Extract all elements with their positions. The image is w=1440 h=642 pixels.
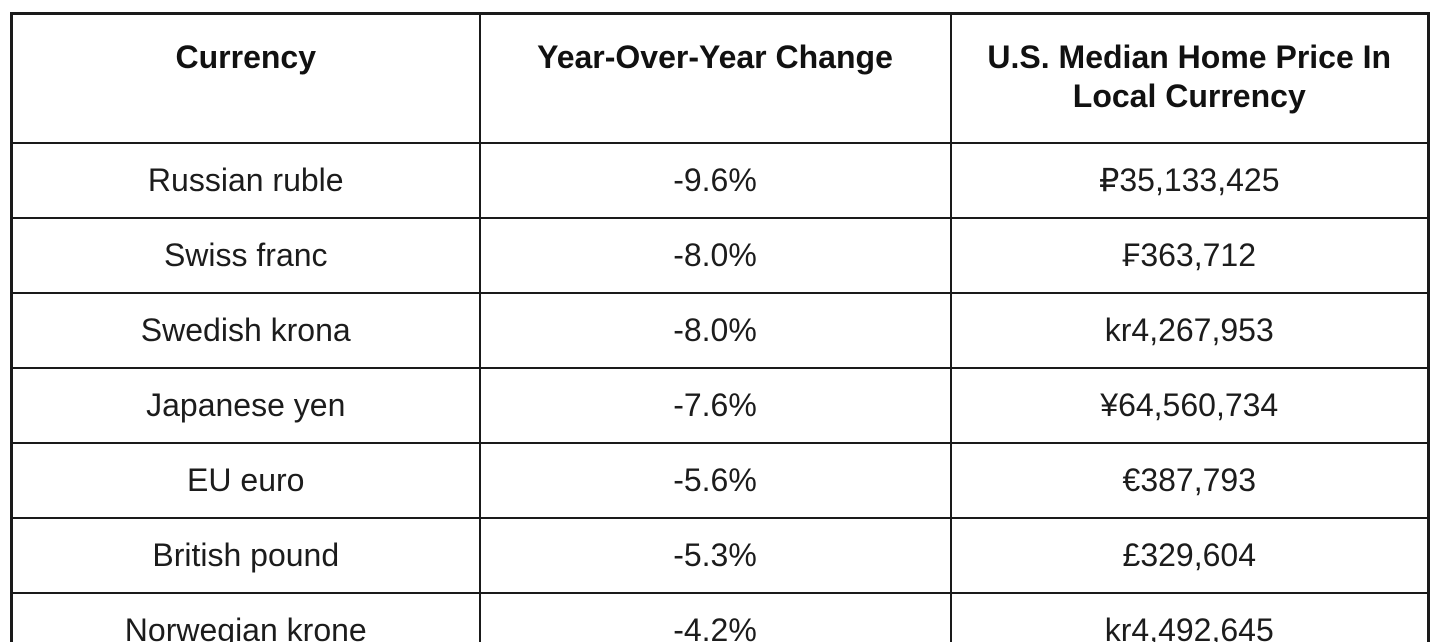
column-header-currency-label: Currency [175,39,317,75]
table-row: Swedish krona -8.0% kr4,267,953 [10,292,1430,369]
table-row: Japanese yen -7.6% ¥64,560,734 [10,367,1430,444]
currency-comparison-table: Currency Year-Over-Year Change U.S. Medi… [10,12,1430,642]
currency-cell: Russian ruble [10,142,481,219]
column-header-price-local-label: U.S. Median Home Price In Local Currency [987,39,1392,115]
column-header-yoy-change: Year-Over-Year Change [478,12,952,144]
price-cell: kr4,492,645 [949,592,1430,642]
yoy-change-cell: -8.0% [478,292,952,369]
yoy-change-cell: -8.0% [478,217,952,294]
price-cell: kr4,267,953 [949,292,1430,369]
table-body: Russian ruble -9.6% ₽35,133,425 Swiss fr… [10,142,1430,642]
column-header-yoy-change-label: Year-Over-Year Change [537,39,893,75]
price-cell: £329,604 [949,517,1430,594]
table-row: Swiss franc -8.0% ₣363,712 [10,217,1430,294]
currency-cell: Swedish krona [10,292,481,369]
price-cell: €387,793 [949,442,1430,519]
yoy-change-cell: -5.3% [478,517,952,594]
currency-cell: EU euro [10,442,481,519]
table-row: Russian ruble -9.6% ₽35,133,425 [10,142,1430,219]
yoy-change-cell: -5.6% [478,442,952,519]
column-header-currency: Currency [10,12,481,144]
currency-cell: Swiss franc [10,217,481,294]
table-row: Norwegian krone -4.2% kr4,492,645 [10,592,1430,642]
price-cell: ₽35,133,425 [949,142,1430,219]
table-row: EU euro -5.6% €387,793 [10,442,1430,519]
price-cell: ¥64,560,734 [949,367,1430,444]
currency-cell: Japanese yen [10,367,481,444]
yoy-change-cell: -9.6% [478,142,952,219]
table-row: British pound -5.3% £329,604 [10,517,1430,594]
currency-cell: Norwegian krone [10,592,481,642]
header-row: Currency Year-Over-Year Change U.S. Medi… [10,12,1430,144]
table-header: Currency Year-Over-Year Change U.S. Medi… [10,12,1430,144]
currency-cell: British pound [10,517,481,594]
yoy-change-cell: -4.2% [478,592,952,642]
yoy-change-cell: -7.6% [478,367,952,444]
price-cell: ₣363,712 [949,217,1430,294]
column-header-price-local: U.S. Median Home Price In Local Currency [949,12,1430,144]
